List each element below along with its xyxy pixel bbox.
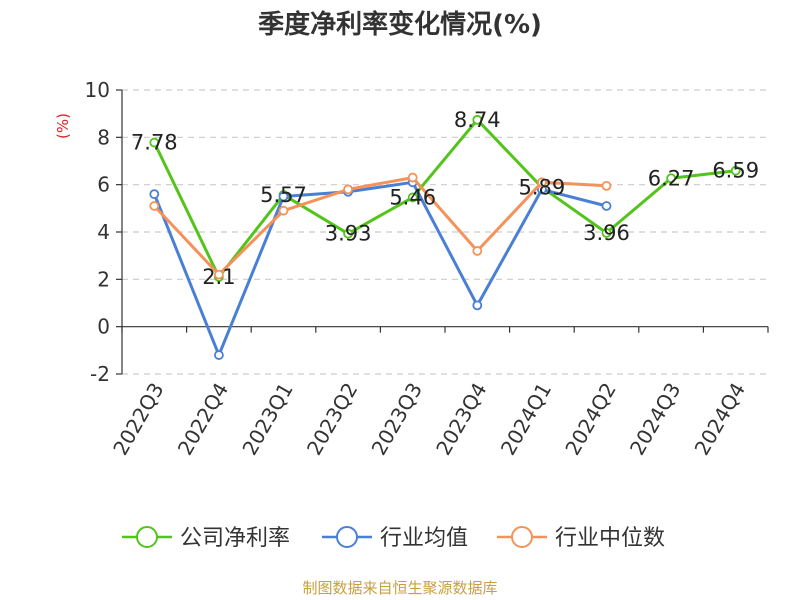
x-tick-label: 2024Q2 — [560, 379, 620, 460]
data-label: 5.46 — [389, 185, 436, 209]
y-axis-label: (%) — [54, 113, 72, 139]
source-note: 制图数据来自恒生聚源数据库 — [302, 579, 497, 597]
data-point — [149, 189, 160, 200]
x-tick-label: 2023Q3 — [367, 379, 427, 460]
data-point — [149, 201, 160, 211]
data-point — [472, 246, 483, 256]
data-label: 3.96 — [583, 221, 630, 245]
data-label: 6.59 — [712, 159, 759, 183]
x-tick-label: 2022Q3 — [108, 379, 168, 460]
y-tick-label: 10 — [85, 78, 110, 102]
chart-title: 季度净利率变化情况(%) — [258, 9, 542, 40]
legend-item[interactable]: 行业均值 — [322, 526, 468, 551]
y-tick-label: 0 — [97, 315, 110, 339]
series-lines — [149, 114, 741, 360]
y-tick-label: 8 — [97, 125, 110, 149]
data-point — [213, 269, 224, 280]
series-line — [152, 118, 736, 279]
data-point — [278, 205, 289, 216]
data-point — [149, 137, 160, 148]
legend-marker — [136, 526, 158, 548]
y-tick-label: 4 — [97, 220, 110, 244]
legend[interactable]: 公司净利率 行业均值 行业中位数 — [122, 526, 665, 551]
data-labels: 7.78 2.1 5.57 3.93 5.46 8.74 5.89 3.96 6.27 6.59 — [131, 108, 759, 289]
x-tick-label: 2024Q4 — [690, 379, 750, 460]
x-tick-label: 2022Q4 — [173, 379, 233, 460]
data-label: 2.1 — [202, 265, 235, 289]
data-label: 3.93 — [325, 222, 372, 246]
legend-label: 行业中位数 — [555, 526, 665, 551]
x-tick-label: 2023Q1 — [237, 379, 297, 460]
y-tick-label: -2 — [90, 362, 110, 386]
data-label: 6.27 — [648, 166, 695, 190]
y-tick-label: 6 — [97, 173, 110, 197]
legend-label: 公司净利率 — [180, 526, 290, 551]
data-point — [472, 114, 483, 125]
data-point — [278, 191, 289, 202]
x-tick-label: 2023Q2 — [302, 379, 362, 460]
data-point — [407, 172, 418, 183]
data-point — [601, 180, 612, 191]
x-tick-label: 2024Q1 — [496, 379, 556, 460]
data-point — [666, 173, 676, 184]
legend-marker — [511, 526, 533, 548]
data-label: 8.74 — [454, 108, 501, 132]
x-tick-label: 2024Q3 — [625, 379, 685, 460]
data-point — [730, 165, 741, 176]
data-point — [472, 300, 483, 311]
data-point — [343, 228, 354, 239]
y-tick-label: 2 — [97, 267, 110, 291]
grid-lines — [122, 89, 768, 375]
data-point — [213, 350, 224, 360]
data-point — [537, 177, 547, 188]
data-point — [343, 184, 354, 195]
data-point — [601, 228, 612, 238]
legend-label: 行业均值 — [380, 526, 468, 551]
data-label: 7.78 — [131, 131, 178, 155]
x-tick-label: 2023Q4 — [431, 379, 491, 460]
legend-item[interactable]: 行业中位数 — [497, 526, 665, 551]
legend-marker — [336, 526, 358, 548]
data-point — [407, 192, 418, 203]
data-label: 5.57 — [260, 183, 307, 207]
data-label: 5.89 — [519, 175, 566, 199]
series-2 — [149, 172, 612, 280]
legend-item[interactable]: 公司净利率 — [122, 526, 290, 551]
series-line — [152, 180, 607, 357]
data-point — [601, 201, 612, 211]
series-line — [153, 176, 607, 277]
